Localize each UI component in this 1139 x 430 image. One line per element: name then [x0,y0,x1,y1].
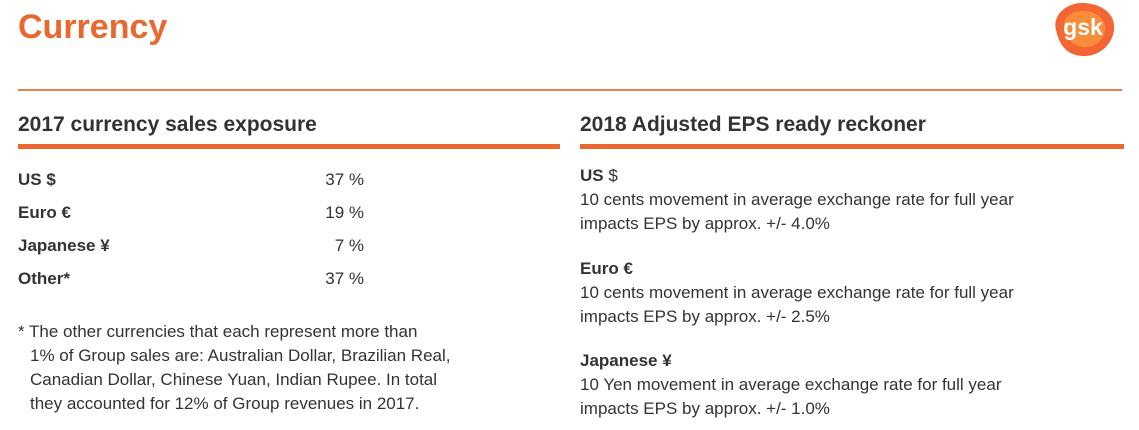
exposure-row-us: US $ 37 % [18,168,368,192]
reckoner-item-title: Japanese ¥ [580,351,672,370]
reckoner-title: 2018 Adjusted EPS ready reckoner [580,113,926,136]
reckoner-item-line: impacts EPS by approx. +/- 4.0% [580,214,830,233]
reckoner-item-line: 10 Yen movement in average exchange rate… [580,375,1002,394]
logo-text: gsk [1063,14,1103,40]
page-title: Currency [18,8,168,46]
reckoner-item-title: Euro € [580,259,633,278]
exposure-currency: Other* [18,269,70,288]
exposure-title: 2017 currency sales exposure [18,113,317,136]
logo-inner-shape [1063,10,1106,48]
exposure-currency: US $ [18,170,56,189]
exposure-percent: 37 % [325,170,364,189]
reckoner-item-line: 10 cents movement in average exchange ra… [580,283,1014,302]
reckoner-item-line: 10 cents movement in average exchange ra… [580,190,1014,209]
exposure-percent: 37 % [325,269,364,288]
reckoner-item-us: US $ 10 cents movement in average exchan… [580,164,1120,236]
exposure-row-other: Other* 37 % [18,267,368,291]
reckoner-item-title-symbol: $ [608,166,618,185]
exposure-row-euro: Euro € 19 % [18,201,368,225]
reckoner-rule [580,144,1124,149]
gsk-logo: gsk [1048,0,1118,58]
reckoner-item-line: impacts EPS by approx. +/- 2.5% [580,307,830,326]
exposure-rule [18,144,560,149]
reckoner-item-title: US $ [580,164,1120,188]
reckoner-item-line: impacts EPS by approx. +/- 1.0% [580,399,830,418]
exposure-percent: 7 % [334,236,364,255]
footnote-line: they accounted for 12% of Group revenues… [30,394,420,413]
footnote-line: Canadian Dollar, Chinese Yuan, Indian Ru… [30,370,438,389]
exposure-row-japanese: Japanese ¥ 7 % [18,234,368,258]
exposure-percent: 19 % [325,203,364,222]
header-divider [18,89,1122,91]
reckoner-item-japanese: Japanese ¥ 10 Yen movement in average ex… [580,349,1120,421]
reckoner-item-euro: Euro € 10 cents movement in average exch… [580,257,1120,329]
exposure-currency: Euro € [18,203,71,222]
footnote-line: * The other currencies that each represe… [18,322,418,341]
exposure-footnote: * The other currencies that each represe… [18,320,538,416]
reckoner-item-title-text: US [580,166,604,185]
exposure-currency: Japanese ¥ [18,236,110,255]
footnote-line: 1% of Group sales are: Australian Dollar… [30,346,451,365]
